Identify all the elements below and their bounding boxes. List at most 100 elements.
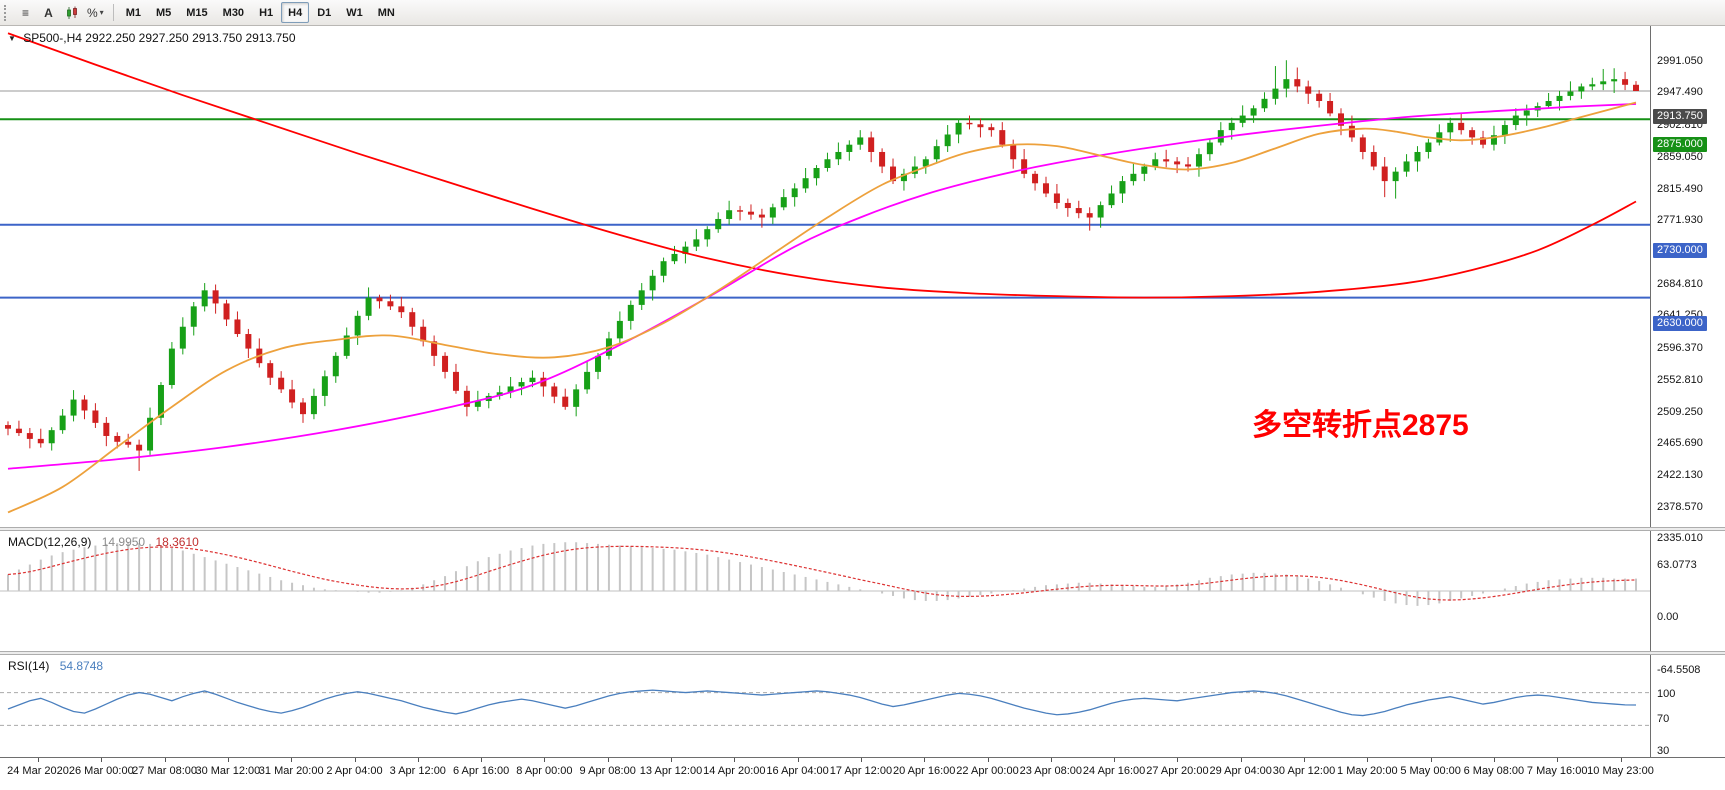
timeframe-group: M1 M5 M15 M30 H1 H4 D1 W1 MN [119, 2, 402, 23]
hline-price-label: 2730.000 [1653, 242, 1707, 258]
time-axis-label: 13 Apr 12:00 [639, 765, 703, 777]
time-axis-label: 26 Mar 00:00 [68, 765, 134, 777]
time-tick [924, 758, 926, 762]
price-axis-label: 2684.810 [1657, 277, 1703, 290]
time-axis-label: 29 Apr 04:00 [1209, 765, 1272, 777]
price-axis-label: 2859.050 [1657, 150, 1703, 163]
rsi-axis-label: 70 [1657, 712, 1670, 725]
time-tick [1177, 758, 1179, 762]
time-axis-label: 27 Mar 08:00 [132, 765, 198, 777]
time-tick [671, 758, 672, 762]
time-tick [481, 758, 483, 762]
timeframe-button-m5[interactable]: M5 [149, 2, 178, 23]
time-tick [607, 758, 609, 762]
macd-canvas[interactable] [0, 531, 1650, 651]
timeframe-button-h1[interactable]: H1 [252, 2, 280, 23]
price-axis[interactable]: 2991.050 2947.490 2902.810 2859.050 2815.490… [1650, 26, 1725, 782]
rsi-canvas[interactable] [0, 655, 1650, 757]
timeframe-button-mn[interactable]: MN [371, 2, 402, 23]
price-axis-label: 2947.490 [1657, 86, 1703, 99]
current-price-label: 2913.750 [1653, 108, 1707, 124]
hline-price-label: 2630.000 [1653, 315, 1707, 331]
price-axis-label: 2335.010 [1657, 532, 1703, 545]
time-axis-label: 10 May 23:00 [1587, 765, 1654, 777]
price-axis-label: 2815.490 [1657, 182, 1703, 195]
time-axis-label: 30 Mar 12:00 [195, 765, 261, 777]
time-tick [544, 758, 546, 762]
percent-icon: % [87, 5, 98, 20]
price-axis-label: 2991.050 [1657, 54, 1703, 67]
time-axis-label: 30 Apr 12:00 [1272, 765, 1336, 777]
time-axis-label: 8 Apr 00:00 [516, 765, 573, 777]
time-tick [734, 758, 736, 762]
rsi-axis-label: 100 [1657, 687, 1676, 700]
chart-list-button[interactable]: ≡ [14, 2, 37, 23]
price-axis-label: 2378.570 [1657, 500, 1703, 513]
timeframe-button-m30[interactable]: M30 [216, 2, 251, 23]
time-tick [417, 758, 419, 762]
time-axis-label: 5 May 00:00 [1400, 765, 1461, 777]
time-tick [227, 758, 229, 762]
time-tick [1050, 758, 1052, 762]
macd-value: 14.9950 [101, 535, 146, 549]
timeframe-button-w1[interactable]: W1 [339, 2, 370, 23]
price-axis-label: 2509.250 [1657, 405, 1703, 418]
panel-divider-rsi[interactable] [0, 651, 1725, 655]
timeframe-button-m15[interactable]: M15 [179, 2, 214, 23]
time-tick [1367, 758, 1369, 762]
rsi-name: RSI(14) [8, 659, 50, 673]
price-axis-label: 2422.130 [1657, 468, 1703, 481]
macd-axis-label: -64.5508 [1657, 664, 1701, 677]
price-axis-label: 2771.930 [1657, 214, 1703, 227]
panel-divider-macd[interactable] [0, 527, 1725, 531]
time-tick [101, 758, 103, 762]
price-axis-label: 2552.810 [1657, 373, 1703, 386]
rsi-axis-label: 30 [1657, 745, 1670, 758]
time-axis-label: 3 Apr 12:00 [389, 765, 446, 777]
timeframe-button-h4[interactable]: H4 [281, 2, 310, 23]
main-chart-canvas[interactable] [0, 26, 1650, 527]
time-tick [291, 758, 293, 762]
macd-axis-label: 0.00 [1657, 611, 1679, 623]
rsi-value: 54.8748 [59, 659, 104, 673]
time-axis-label: 20 Apr 16:00 [892, 765, 956, 777]
time-axis-label: 23 Apr 08:00 [1019, 765, 1082, 777]
time-tick [1493, 758, 1495, 762]
time-axis-label: 31 Mar 20:00 [258, 765, 324, 777]
time-axis-label: 6 Apr 16:00 [452, 765, 510, 777]
time-tick [1240, 758, 1242, 762]
chart-text-annotation[interactable]: 多空转折点2875 [1252, 409, 1469, 442]
time-tick [1620, 758, 1622, 762]
time-axis-label: 9 Apr 08:00 [579, 765, 636, 777]
price-axis-label: 2596.370 [1657, 342, 1703, 355]
time-tick [1557, 758, 1559, 762]
toolbar-separator [112, 4, 114, 21]
chart-title: ▼ SP500-,H4 2922.250 2927.250 2913.750 2… [8, 31, 296, 45]
timeframe-button-m1[interactable]: M1 [119, 2, 148, 23]
toolbar-grip[interactable] [4, 4, 9, 21]
macd-name: MACD(12,26,9) [8, 535, 92, 549]
scale-mode-button[interactable]: % ▾ [83, 2, 108, 23]
candlestick-icon [66, 6, 77, 19]
text-tool-icon: A [44, 5, 53, 20]
timeframe-button-d1[interactable]: D1 [310, 2, 338, 23]
collapse-triangle-icon: ▼ [8, 34, 16, 43]
time-tick [38, 758, 39, 762]
time-axis-label: 14 Apr 20:00 [703, 765, 766, 777]
time-axis-label: 27 Apr 20:00 [1146, 765, 1209, 777]
chart-list-icon: ≡ [21, 5, 29, 20]
rsi-label: RSI(14) 54.8748 [8, 659, 103, 673]
time-axis[interactable]: 24 Mar 2020 26 Mar 00:00 27 Mar 08:00 30 Ma… [0, 757, 1725, 790]
time-axis-label: 1 May 20:00 [1337, 765, 1398, 777]
text-tool-button[interactable]: A [37, 2, 60, 23]
candlestick-view-button[interactable] [60, 2, 83, 23]
time-axis-label: 17 Apr 12:00 [829, 765, 893, 777]
time-tick [860, 758, 862, 762]
time-axis-label: 24 Mar 2020 [7, 765, 69, 777]
time-tick [1304, 758, 1305, 762]
time-axis-label: 6 May 08:00 [1463, 765, 1525, 777]
time-tick [1114, 758, 1116, 762]
dropdown-caret-icon: ▾ [99, 8, 104, 17]
time-axis-label: 24 Apr 16:00 [1082, 765, 1146, 777]
time-tick [1430, 758, 1432, 762]
